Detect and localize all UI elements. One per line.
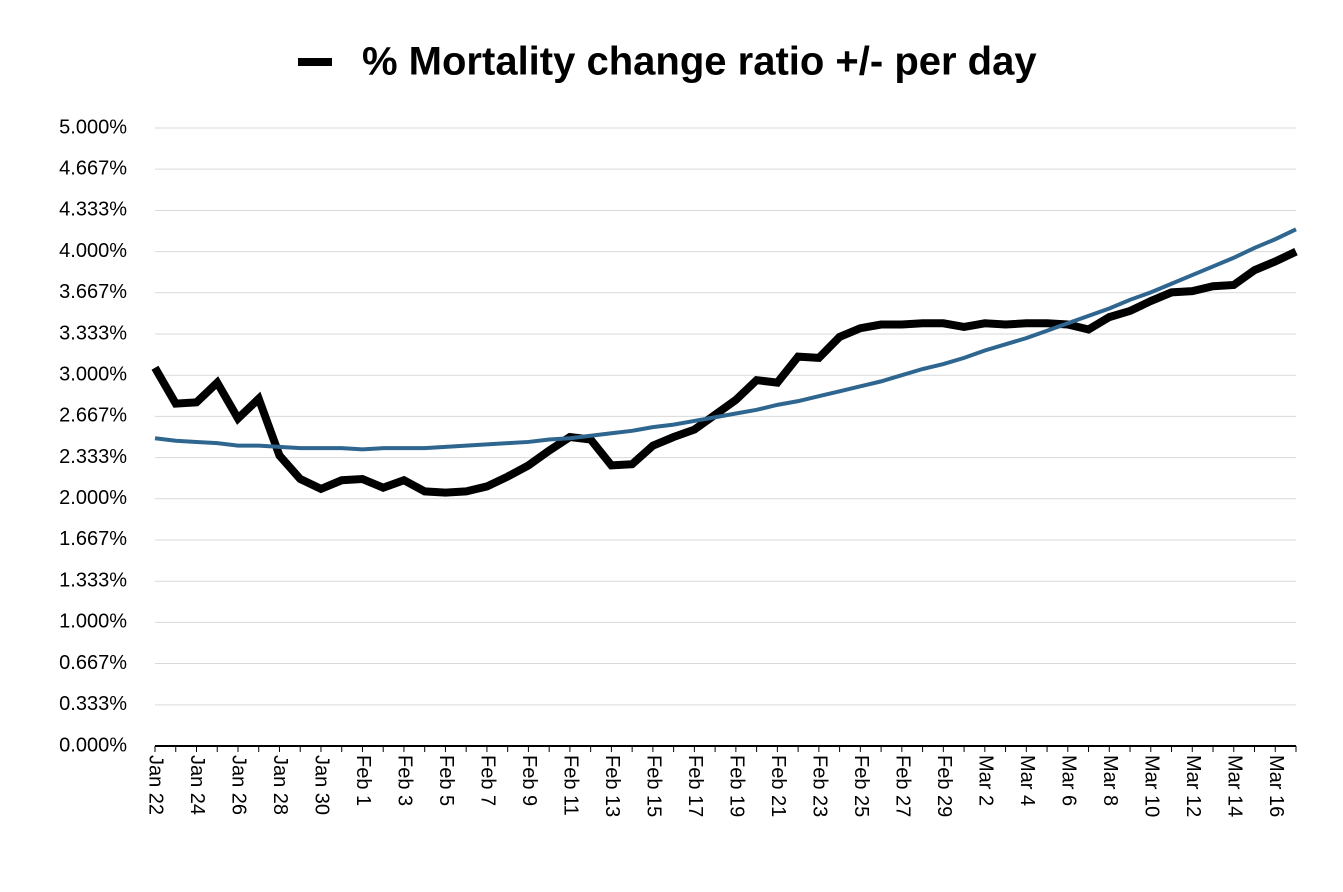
y-tick-label: 0.667% (59, 652, 127, 674)
x-tick-label: Feb 21 (767, 755, 789, 817)
x-tick-label: Feb 9 (518, 755, 540, 806)
x-tick-label: Feb 29 (933, 755, 955, 817)
x-tick-label: Jan 22 (145, 755, 167, 815)
y-tick-label: 4.333% (59, 199, 127, 221)
x-tick-label: Jan 28 (269, 755, 291, 815)
x-tick-label: Feb 19 (726, 755, 748, 817)
x-tick-label: Jan 26 (228, 755, 250, 815)
y-tick-label: 1.667% (59, 528, 127, 550)
x-tick-label: Jan 24 (186, 755, 208, 815)
x-tick-label: Mar 10 (1141, 755, 1163, 817)
x-tick-label: Jan 30 (311, 755, 333, 815)
x-tick-label: Mar 14 (1223, 755, 1245, 817)
x-tick-label: Feb 1 (352, 755, 374, 806)
x-tick-label: Feb 25 (850, 755, 872, 817)
y-tick-label: 0.000% (59, 734, 127, 756)
x-tick-label: Feb 3 (394, 755, 416, 806)
x-tick-label: Mar 8 (1099, 755, 1121, 806)
y-tick-label: 5.000% (59, 116, 127, 138)
y-tick-label: 4.667% (59, 157, 127, 179)
x-tick-label: Mar 12 (1182, 755, 1204, 817)
y-tick-label: 1.000% (59, 611, 127, 633)
legend-text: % Mortality change ratio +/- per day (362, 40, 1037, 84)
y-tick-label: 3.000% (59, 363, 127, 385)
y-tick-label: 3.333% (59, 322, 127, 344)
x-tick-label: Feb 7 (477, 755, 499, 806)
x-tick-label: Feb 13 (601, 755, 623, 817)
y-tick-label: 2.000% (59, 487, 127, 509)
y-tick-label: 2.333% (59, 446, 127, 468)
x-tick-label: Feb 23 (809, 755, 831, 817)
x-tick-label: Mar 4 (1016, 755, 1038, 806)
x-tick-label: Feb 5 (435, 755, 457, 806)
trend-line (154, 227, 1297, 452)
data-line (151, 247, 1298, 497)
x-tick-label: Mar 2 (975, 755, 997, 806)
x-tick-label: Feb 15 (643, 755, 665, 817)
x-tick-label: Mar 16 (1265, 755, 1287, 817)
y-tick-label: 0.333% (59, 693, 127, 715)
x-tick-label: Feb 17 (684, 755, 706, 817)
y-tick-label: 3.667% (59, 281, 127, 303)
y-tick-label: 2.667% (59, 405, 127, 427)
y-tick-label: 4.000% (59, 240, 127, 262)
x-tick-label: Mar 6 (1058, 755, 1080, 806)
x-tick-label: Feb 27 (892, 755, 914, 817)
x-tick-label: Feb 11 (560, 755, 582, 816)
y-tick-label: 1.333% (59, 570, 127, 592)
